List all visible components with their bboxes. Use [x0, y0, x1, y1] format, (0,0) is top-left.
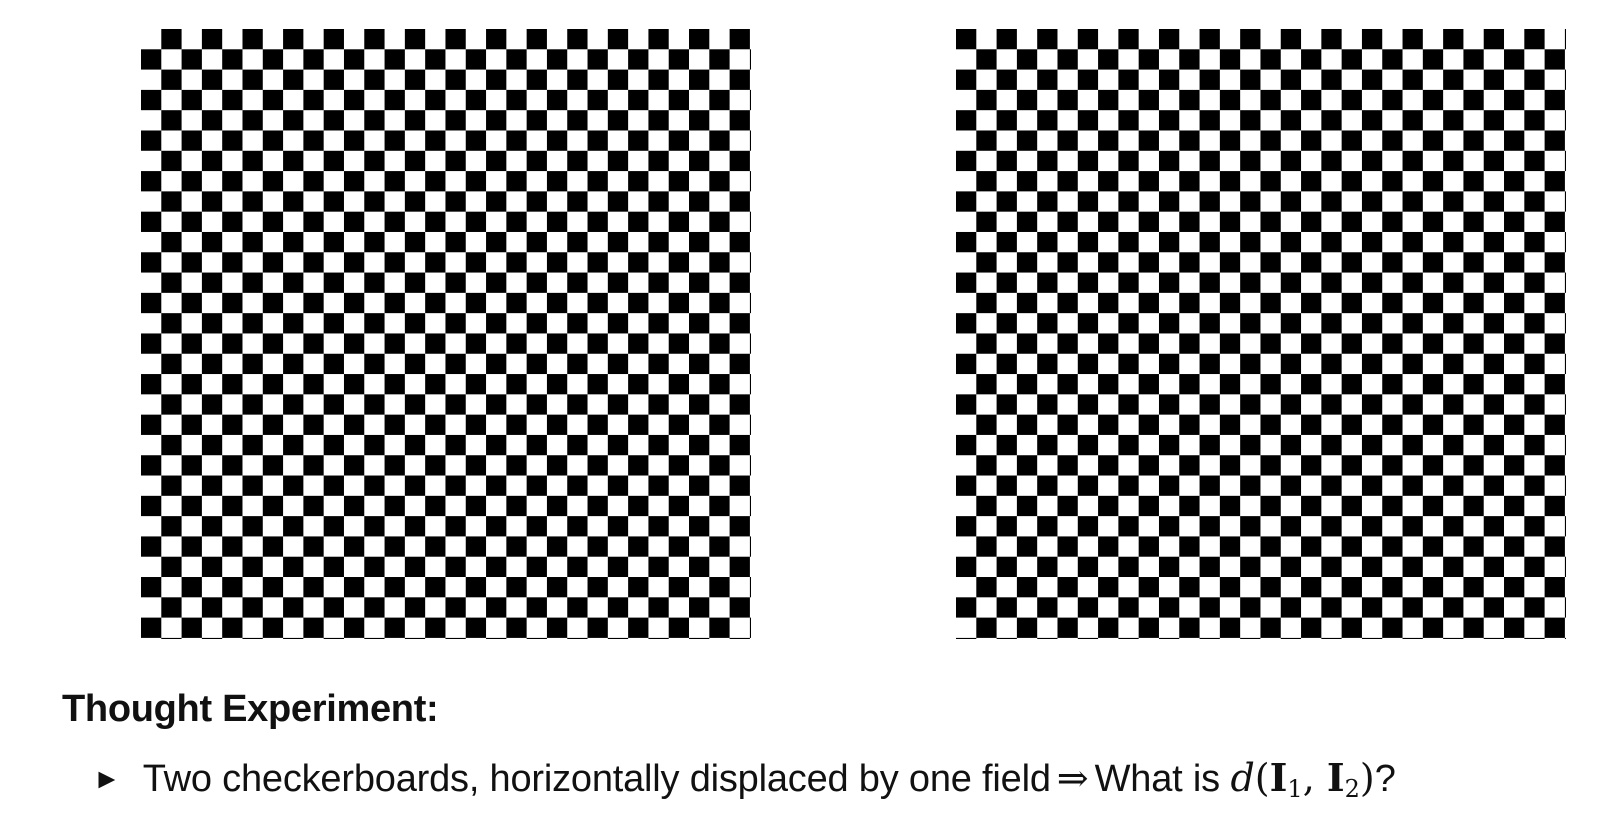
question-suffix: ?	[1374, 758, 1396, 800]
bullet-text: Two checkerboards, horizontally displace…	[142, 758, 1051, 800]
section-heading: Thought Experiment:	[62, 688, 439, 730]
bullet-triangle-icon: ►	[93, 763, 121, 794]
checkerboard-right	[956, 29, 1566, 639]
checkerboard-left	[141, 29, 751, 639]
implies-arrow: ⇒	[1056, 756, 1089, 800]
question-prefix: What is	[1094, 758, 1220, 800]
distance-formula: d(I1, I2)	[1230, 755, 1375, 803]
bullet-item: ► Two checkerboards, horizontally displa…	[93, 755, 1396, 803]
